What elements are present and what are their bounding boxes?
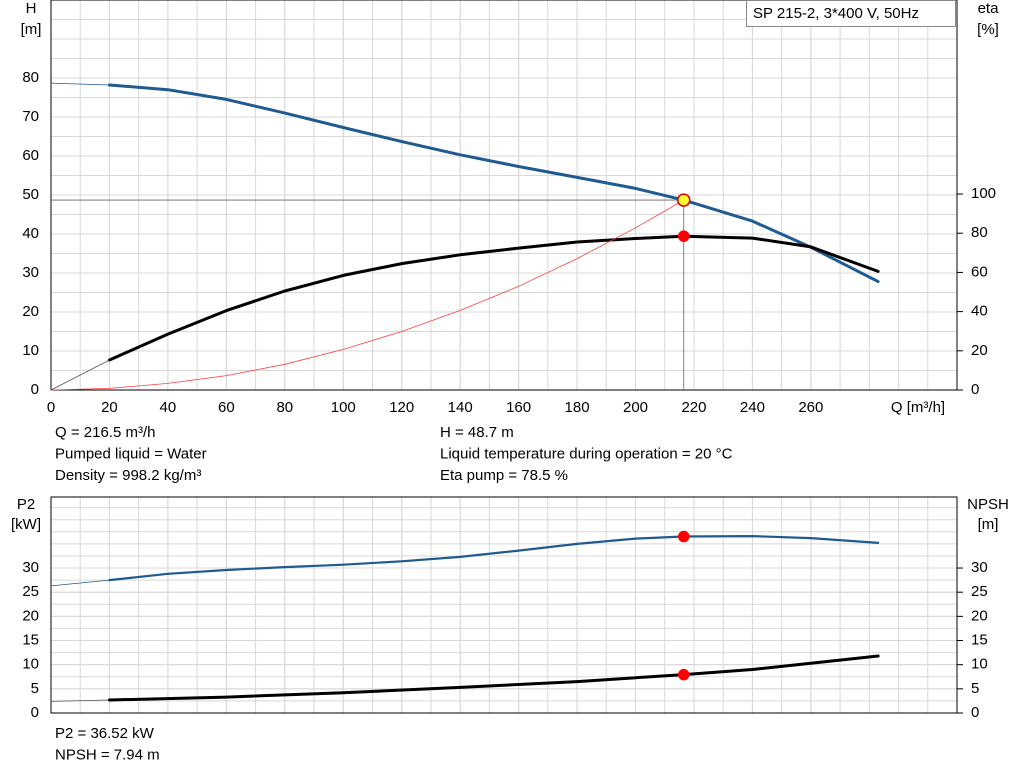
y2-tick-label: 100 — [971, 185, 996, 202]
y-tick-label: 20 — [22, 607, 39, 624]
x-tick-label: 40 — [160, 399, 177, 416]
y-axis-unit: [m] — [21, 21, 42, 38]
curve — [108, 83, 880, 284]
info-text: Pumped liquid = Water — [55, 445, 207, 462]
y-tick-label: 30 — [22, 559, 39, 576]
x-tick-label: 200 — [623, 399, 648, 416]
x-tick-label: 100 — [331, 399, 356, 416]
x-tick-label: 220 — [681, 399, 706, 416]
y-tick-label: 15 — [22, 631, 39, 648]
operating-point — [676, 193, 691, 207]
y-tick-label: 25 — [22, 583, 39, 600]
y-axis-label: P2 — [17, 496, 35, 513]
info-text: Eta pump = 78.5 % — [440, 467, 568, 484]
operating-point — [677, 530, 690, 543]
curve — [50, 359, 110, 391]
y-tick-label: 0 — [31, 704, 39, 721]
y2-tick-label: 80 — [971, 224, 988, 241]
y-tick-label: 10 — [22, 342, 39, 359]
y2-axis-label: eta — [978, 0, 1000, 17]
x-tick-label: 260 — [798, 399, 823, 416]
plot-frame — [50, 0, 958, 391]
y2-axis-unit: [m] — [978, 516, 999, 533]
x-tick-label: 160 — [506, 399, 531, 416]
x-tick-label: 140 — [448, 399, 473, 416]
legend-box — [746, 0, 956, 27]
x-tick-label: 180 — [565, 399, 590, 416]
info-text: P2 = 36.52 kW — [55, 725, 155, 742]
info-text: Density = 998.2 kg/m³ — [55, 467, 201, 484]
y-tick-label: 0 — [31, 381, 39, 398]
x-axis-label: Q [m³/h] — [891, 399, 945, 416]
x-tick-label: 0 — [47, 399, 55, 416]
info-text: Liquid temperature during operation = 20… — [440, 445, 733, 462]
curve — [108, 234, 880, 362]
y2-tick-label: 0 — [971, 704, 979, 721]
y-tick-label: 80 — [22, 69, 39, 86]
x-tick-label: 120 — [389, 399, 414, 416]
y2-tick-label: 40 — [971, 303, 988, 320]
y-axis-label: H — [26, 0, 37, 17]
y-axis-unit: [kW] — [11, 516, 41, 533]
curve — [108, 535, 880, 582]
curve — [50, 82, 110, 86]
x-tick-label: 240 — [740, 399, 765, 416]
curve — [50, 199, 685, 391]
y2-tick-label: 20 — [971, 342, 988, 359]
y-tick-label: 40 — [22, 225, 39, 242]
y-tick-label: 5 — [31, 680, 39, 697]
y2-tick-label: 30 — [971, 559, 988, 576]
y-tick-label: 30 — [22, 264, 39, 281]
plot-frame — [50, 496, 958, 714]
y2-axis-label: NPSH — [967, 496, 1009, 513]
y2-axis-unit: [%] — [977, 21, 999, 38]
y-tick-label: 10 — [22, 656, 39, 673]
y2-tick-label: 15 — [971, 631, 988, 648]
y-tick-label: 20 — [22, 303, 39, 320]
info-text: H = 48.7 m — [440, 424, 514, 441]
curve — [50, 699, 110, 702]
y-tick-label: 70 — [22, 108, 39, 125]
y2-tick-label: 10 — [971, 656, 988, 673]
y2-tick-label: 25 — [971, 583, 988, 600]
curve — [50, 579, 110, 587]
y2-tick-label: 20 — [971, 607, 988, 624]
y2-tick-label: 0 — [971, 381, 979, 398]
legend-text: SP 215-2, 3*400 V, 50Hz — [753, 5, 919, 22]
curve — [108, 654, 880, 702]
x-tick-label: 80 — [276, 399, 293, 416]
operating-point — [677, 668, 690, 681]
y2-tick-label: 5 — [971, 680, 979, 697]
x-tick-label: 60 — [218, 399, 235, 416]
y-tick-label: 50 — [22, 186, 39, 203]
operating-point — [677, 230, 690, 242]
info-text: NPSH = 7.94 m — [55, 746, 160, 763]
x-tick-label: 20 — [101, 399, 118, 416]
y-tick-label: 60 — [22, 147, 39, 164]
info-text: Q = 216.5 m³/h — [55, 424, 155, 441]
y2-tick-label: 60 — [971, 263, 988, 280]
